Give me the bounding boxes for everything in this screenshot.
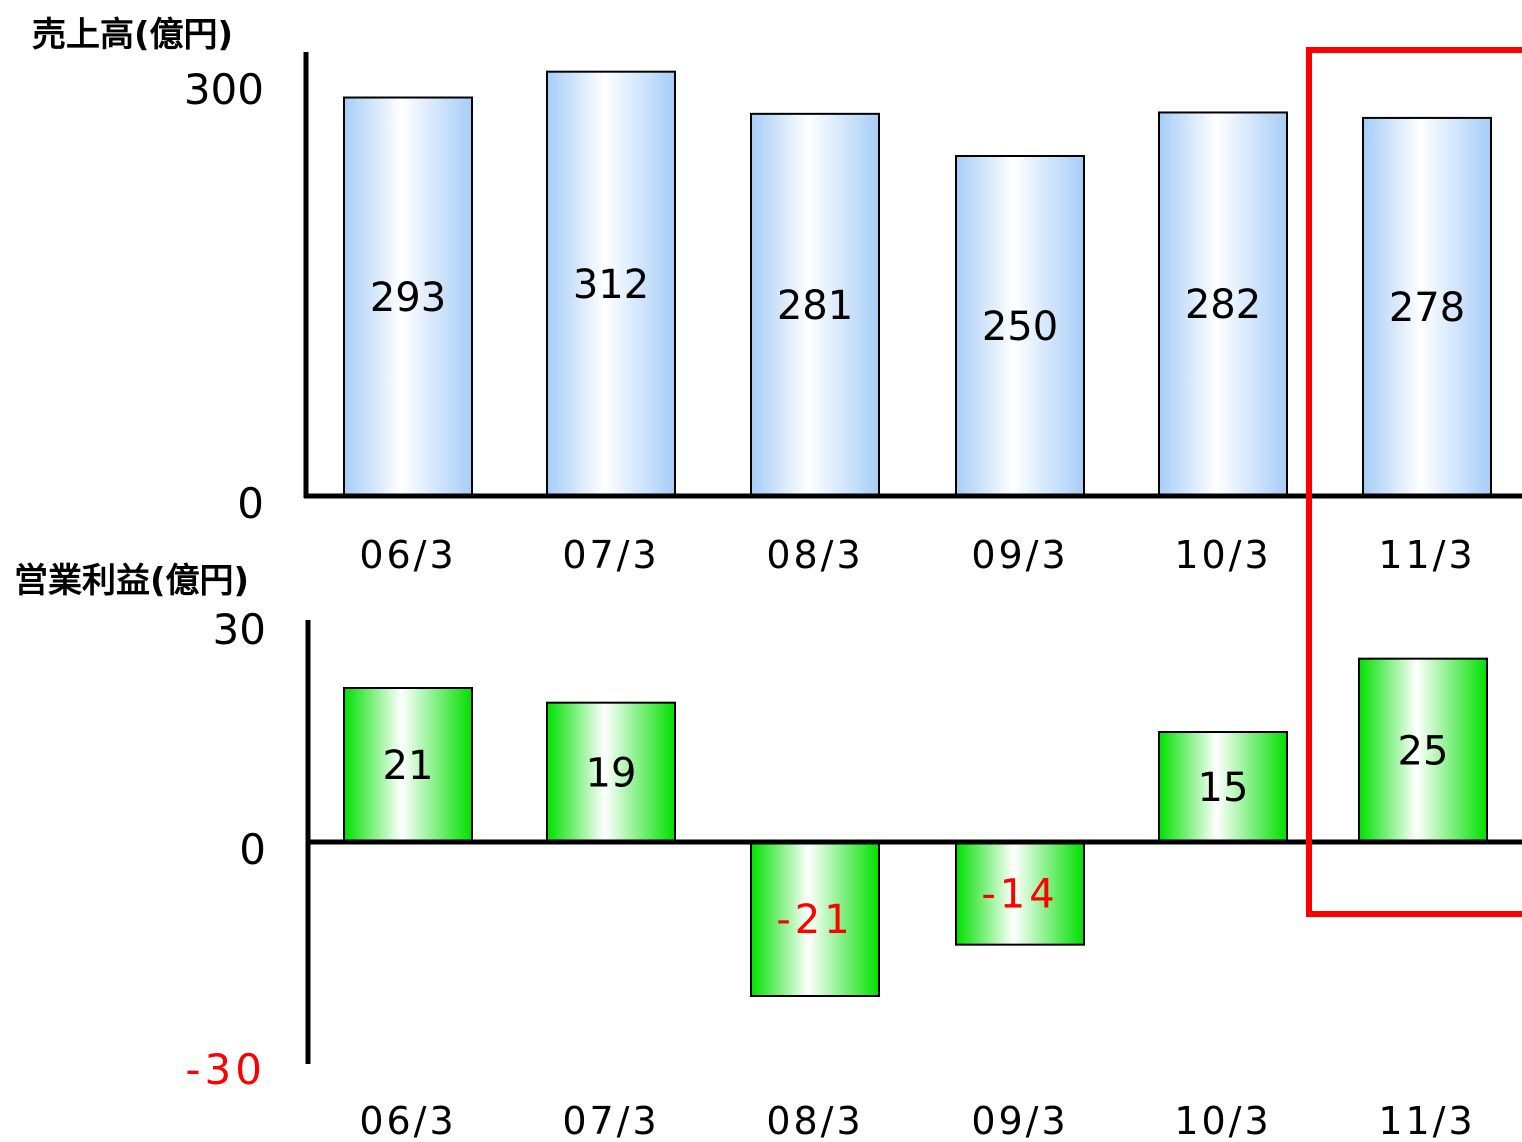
- sales-value-label: 312: [573, 262, 649, 308]
- profit-xlabels: 06/3 07/3 08/3 09/3 10/3 11/3: [359, 1099, 1475, 1142]
- profit-x-tick-label: 11/3: [1378, 1099, 1475, 1138]
- sales-bar-11-3: [1362, 116, 1492, 497]
- profit-bars: 21 19 -21 -14 15 25: [343, 657, 1488, 997]
- profit-value-label: -21: [776, 897, 853, 943]
- sales-bar-08-3: [750, 112, 880, 497]
- sales-bar-06-3: [343, 96, 473, 498]
- sales-x-tick-label: 09/3: [971, 533, 1068, 577]
- sales-value-label: 281: [777, 283, 853, 329]
- sales-ytick-300: 300: [184, 65, 264, 114]
- sales-x-tick-label: 08/3: [766, 533, 863, 577]
- sales-x-tick-label: 11/3: [1378, 533, 1475, 577]
- profit-chart: 営業利益(億円) 30 0 -30 21 19 -21 -14 15 25 06/3 07/…: [14, 561, 1522, 1142]
- highlight-box: [1306, 47, 1522, 917]
- sales-bar-07-3: [546, 70, 676, 498]
- profit-value-label: 19: [586, 750, 637, 796]
- profit-chart-title: 営業利益(億円): [14, 561, 249, 601]
- sales-bar-10-3: [1158, 111, 1288, 497]
- profit-value-label: 25: [1398, 728, 1449, 774]
- sales-x-tick-label: 06/3: [359, 533, 456, 577]
- profit-bar-06-3: [343, 687, 473, 843]
- sales-x-tick-label: 07/3: [562, 533, 659, 577]
- sales-xlabels: 06/3 07/3 08/3 09/3 10/3 11/3: [359, 533, 1475, 577]
- profit-ytick-neg30: -30: [185, 1045, 266, 1094]
- profit-ytick-30: 30: [213, 605, 266, 654]
- sales-value-label: 293: [370, 275, 446, 321]
- sales-bars: 293 312 281 250 282 278: [343, 70, 1492, 498]
- profit-x-tick-label: 07/3: [562, 1099, 659, 1138]
- profit-bar-07-3: [546, 701, 676, 844]
- profit-ytick-0: 0: [239, 825, 266, 874]
- sales-value-label: 282: [1185, 282, 1261, 328]
- sales-chart: 売上高(億円) 300 0 293 312 281 250 282 278 06/3 07/…: [32, 15, 1522, 577]
- profit-bar-08-3: [750, 841, 880, 997]
- sales-value-label: 250: [982, 304, 1058, 350]
- profit-value-label: 15: [1198, 765, 1249, 811]
- sales-ytick-0: 0: [237, 479, 264, 528]
- sales-x-tick-label: 10/3: [1174, 533, 1271, 577]
- profit-value-label: -14: [981, 871, 1058, 917]
- sales-bar-09-3: [955, 155, 1085, 497]
- profit-x-tick-label: 08/3: [766, 1099, 863, 1138]
- profit-x-tick-label: 06/3: [359, 1099, 456, 1138]
- sales-chart-title: 売上高(億円): [32, 15, 233, 55]
- sales-value-label: 278: [1389, 285, 1465, 331]
- profit-bar-10-3: [1158, 731, 1288, 843]
- profit-x-tick-label: 10/3: [1174, 1099, 1271, 1138]
- profit-bar-09-3: [955, 841, 1085, 946]
- profit-bar-11-3: [1358, 657, 1488, 844]
- profit-x-tick-label: 09/3: [971, 1099, 1068, 1138]
- profit-value-label: 21: [383, 743, 434, 789]
